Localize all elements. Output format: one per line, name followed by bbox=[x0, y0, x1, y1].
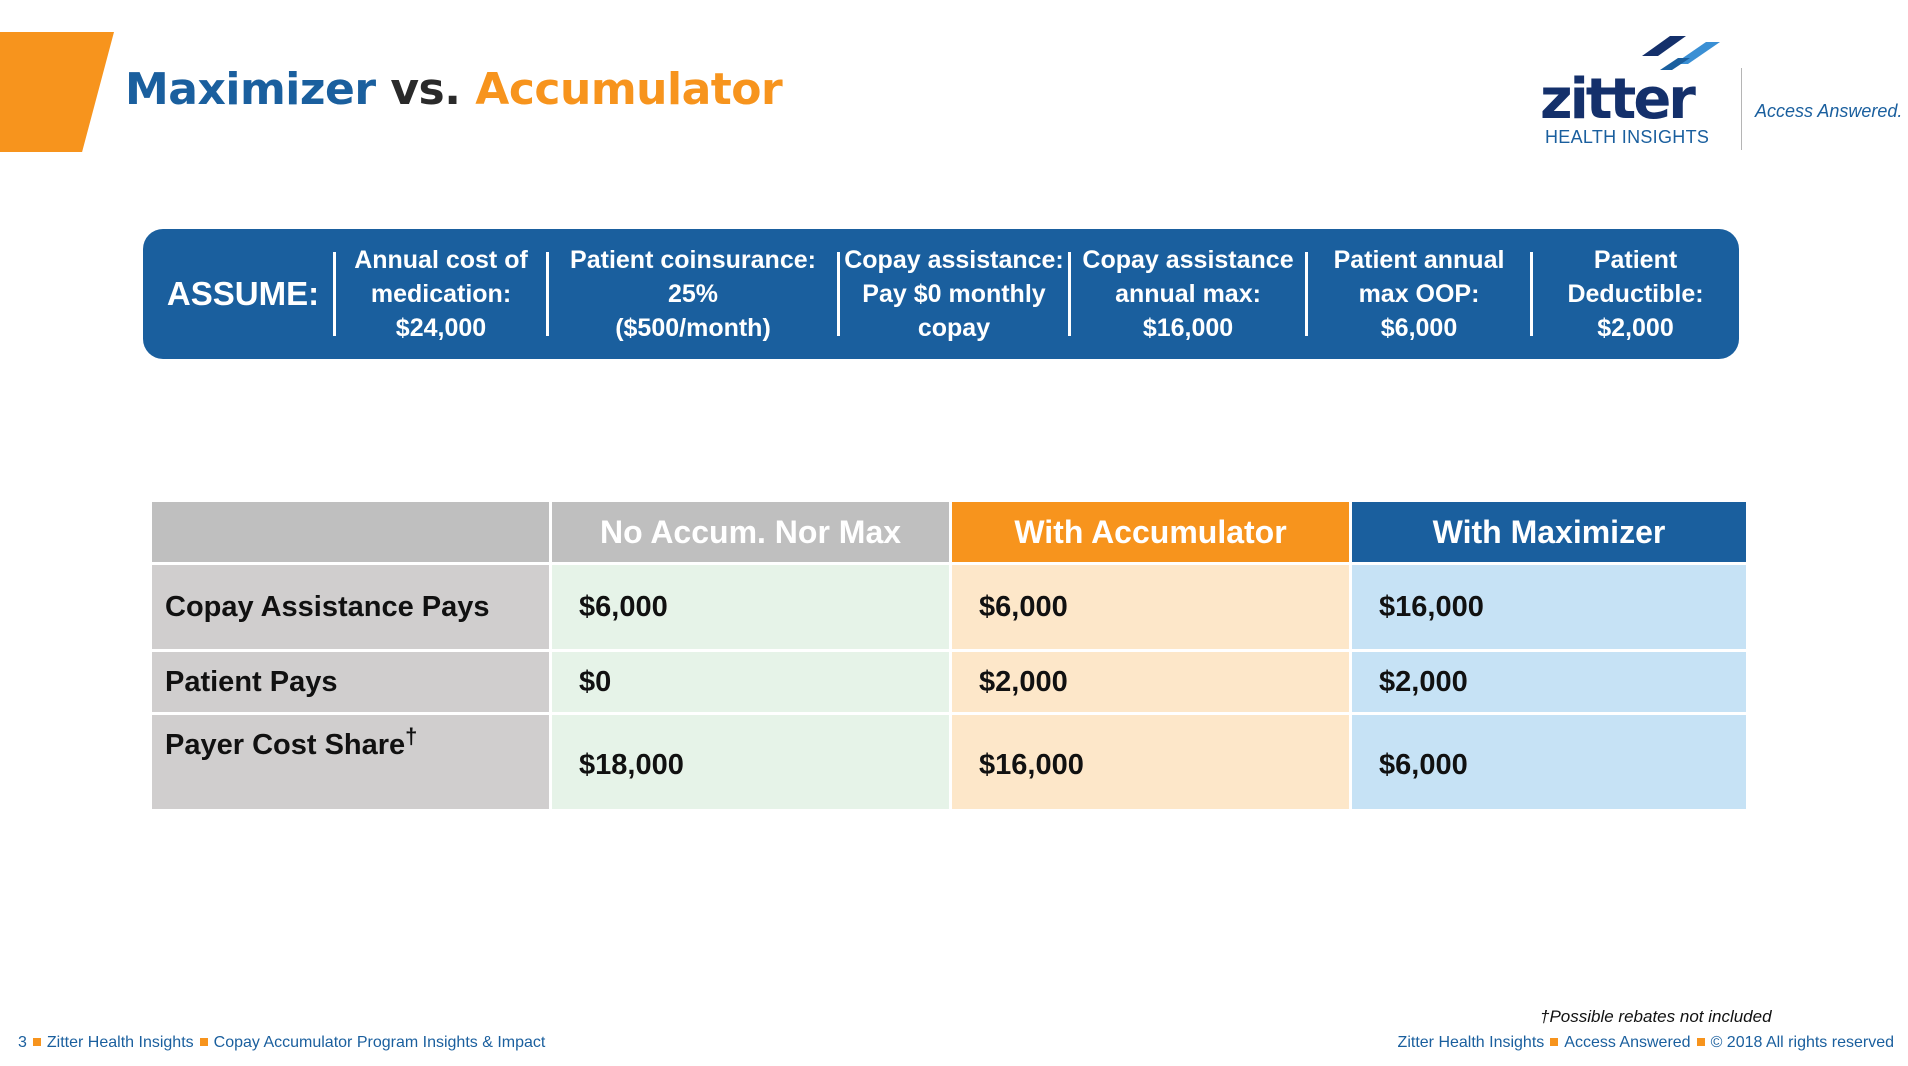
table-row: Patient Pays $0 $2,000 $2,000 bbox=[152, 652, 1746, 712]
table-cell: $2,000 bbox=[952, 652, 1349, 712]
tagline: Access Answered. bbox=[1755, 101, 1903, 121]
footnote: †Possible rebates not included bbox=[1540, 1007, 1772, 1026]
footer-company: Zitter Health Insights bbox=[46, 1034, 194, 1051]
table-cell: $16,000 bbox=[952, 715, 1349, 809]
assume-coinsurance: Patient coinsurance: 25% ($500/month) bbox=[549, 229, 837, 359]
title-maximizer: Maximizer bbox=[125, 64, 376, 115]
assume-annual-max-text: Copay assistance annual max: $16,000 bbox=[1082, 246, 1294, 342]
page-number: 3 bbox=[18, 1034, 27, 1051]
assume-annual-cost-text: Annual cost of medication: $24,000 bbox=[354, 246, 528, 342]
assume-label: ASSUME: bbox=[166, 275, 320, 312]
logo-wordmark: zitter bbox=[1540, 67, 1696, 132]
assumptions-banner: ASSUME: Annual cost of medication: $24,0… bbox=[143, 229, 1739, 359]
bullet-square-icon bbox=[1696, 1038, 1705, 1047]
assume-copay-assistance: Copay assistance: Pay $0 monthly copay bbox=[840, 229, 1068, 359]
table-header-no-accum: No Accum. Nor Max bbox=[552, 502, 949, 562]
title-vs: vs. bbox=[390, 64, 461, 115]
footer-company-right: Zitter Health Insights bbox=[1397, 1034, 1545, 1051]
assume-deductible: Patient Deductible: $2,000 bbox=[1533, 229, 1738, 359]
assume-separator bbox=[1530, 252, 1533, 336]
table-cell: $6,000 bbox=[552, 565, 949, 649]
assume-copay-assistance-text: Copay assistance: Pay $0 monthly copay bbox=[844, 246, 1064, 342]
table-header-blank bbox=[152, 502, 549, 562]
assume-separator bbox=[1305, 252, 1308, 336]
zitter-logo: zitter HEALTH INSIGHTS bbox=[1540, 30, 1725, 150]
assume-max-oop-text: Patient annual max OOP: $6,000 bbox=[1333, 246, 1505, 342]
logo-divider bbox=[1741, 68, 1742, 150]
row-label-text: Payer Cost Share bbox=[165, 729, 406, 761]
table-cell: $0 bbox=[552, 652, 949, 712]
footer-copyright: © 2018 All rights reserved bbox=[1710, 1034, 1894, 1051]
page-title: Maximizer vs. Accumulator bbox=[125, 64, 783, 115]
table-cell: $16,000 bbox=[1352, 565, 1746, 649]
assume-separator bbox=[333, 252, 336, 336]
footer-tagline: Access Answered bbox=[1564, 1034, 1691, 1051]
row-label-text: Copay Assistance Pays bbox=[165, 590, 490, 623]
comparison-table: No Accum. Nor Max With Accumulator With … bbox=[149, 499, 1749, 812]
logo-subtitle: HEALTH INSIGHTS bbox=[1545, 127, 1710, 147]
row-label-copay-assistance: Copay Assistance Pays bbox=[152, 565, 549, 649]
bullet-square-icon bbox=[32, 1038, 41, 1047]
orange-accent-shape bbox=[0, 32, 114, 152]
row-label-text: Patient Pays bbox=[165, 665, 338, 698]
assume-deductible-text: Patient Deductible: $2,000 bbox=[1567, 246, 1704, 342]
table-cell: $2,000 bbox=[1352, 652, 1746, 712]
logo-stripes-icon bbox=[1642, 36, 1720, 70]
table-row: Payer Cost Share† $18,000 $16,000 $6,000 bbox=[152, 715, 1746, 809]
table-row: Copay Assistance Pays $6,000 $6,000 $16,… bbox=[152, 565, 1746, 649]
table-cell: $6,000 bbox=[1352, 715, 1746, 809]
assume-separator bbox=[1068, 252, 1071, 336]
table-cell: $6,000 bbox=[952, 565, 1349, 649]
dagger-mark: † bbox=[405, 723, 418, 749]
bullet-square-icon bbox=[1550, 1038, 1559, 1047]
assume-separator bbox=[546, 252, 549, 336]
assume-max-oop: Patient annual max OOP: $6,000 bbox=[1308, 229, 1530, 359]
assume-annual-max: Copay assistance annual max: $16,000 bbox=[1071, 229, 1305, 359]
footer-deck-title: Copay Accumulator Program Insights & Imp… bbox=[213, 1034, 546, 1051]
table-cell: $18,000 bbox=[552, 715, 949, 809]
assume-separator bbox=[837, 252, 840, 336]
row-label-patient-pays: Patient Pays bbox=[152, 652, 549, 712]
row-label-payer-cost-share: Payer Cost Share† bbox=[152, 715, 549, 809]
table-header-row: No Accum. Nor Max With Accumulator With … bbox=[152, 502, 1746, 562]
table-header-accumulator: With Accumulator bbox=[952, 502, 1349, 562]
footer-right: Zitter Health Insights Access Answered © 2… bbox=[1398, 1034, 1894, 1052]
bullet-square-icon bbox=[199, 1038, 208, 1047]
footer-left: 3 Zitter Health Insights Copay Accumulator… bbox=[18, 1034, 545, 1052]
table-header-maximizer: With Maximizer bbox=[1352, 502, 1746, 562]
assume-coinsurance-text: Patient coinsurance: 25% ($500/month) bbox=[570, 246, 816, 342]
title-accumulator: Accumulator bbox=[475, 64, 783, 115]
assume-annual-cost: Annual cost of medication: $24,000 bbox=[336, 229, 546, 359]
